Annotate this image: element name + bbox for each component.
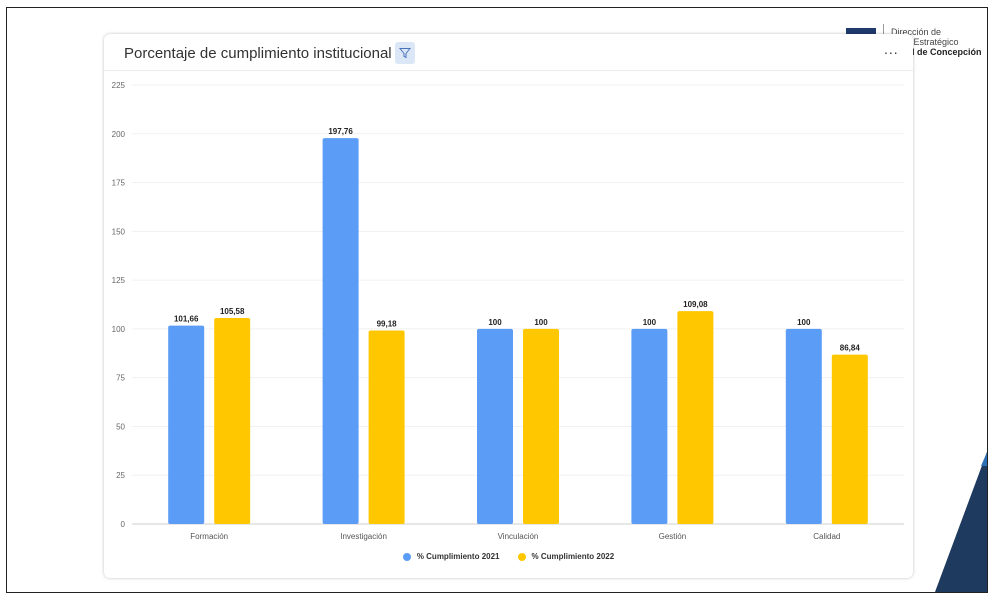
institution-line-2: rrollo Estratégico: [891, 37, 959, 47]
y-tick-label: 125: [112, 276, 126, 285]
institution-text: Dirección de rrollo Estratégico sidad de…: [891, 27, 991, 57]
data-label: 100: [488, 318, 502, 327]
chart-title: Porcentaje de cumplimiento institucional: [124, 45, 392, 62]
bar-2022[interactable]: [677, 311, 714, 524]
y-tick-label: 100: [112, 325, 126, 334]
x-category-label: Formación: [190, 532, 228, 541]
legend-swatch-2021: [402, 552, 411, 561]
bar-2021[interactable]: [322, 138, 359, 525]
y-tick-label: 50: [116, 422, 125, 431]
bar-2021[interactable]: [785, 328, 822, 524]
bar-chart: 0 25 50 75 100 125 150 175 200 225 Formación 101,66…: [112, 81, 904, 541]
x-category-label: Calidad: [813, 532, 840, 541]
filter-button[interactable]: [395, 42, 415, 64]
legend-swatch-2022: [517, 552, 526, 561]
bar-2022[interactable]: [523, 328, 559, 524]
institution-separator: [883, 24, 884, 40]
data-label: 100: [797, 318, 811, 327]
title-divider: [104, 70, 913, 71]
y-tick-label: 175: [112, 179, 126, 188]
data-label: 105,58: [220, 307, 245, 316]
chart-card: Porcentaje de cumplimiento institucional…: [104, 34, 913, 578]
y-tick-label: 150: [112, 227, 126, 236]
y-tick-label: 0: [121, 520, 126, 529]
bar-2021[interactable]: [631, 328, 668, 524]
chart-legend: % Cumplimiento 2021 % Cumplimiento 2022: [104, 552, 913, 561]
legend-item-2022[interactable]: % Cumplimiento 2022: [517, 552, 615, 561]
bar-2021[interactable]: [168, 325, 205, 524]
institution-line-3: sidad de Concepción: [891, 47, 982, 57]
data-label: 109,08: [683, 300, 708, 309]
institution-logo: [846, 28, 876, 35]
more-options-button[interactable]: ...: [884, 41, 899, 57]
data-label: 100: [534, 318, 548, 327]
corner-decoration: [935, 452, 987, 592]
bar-2022[interactable]: [831, 354, 868, 524]
x-category-label: Investigación: [340, 532, 387, 541]
y-tick-label: 25: [116, 471, 125, 480]
x-category-label: Vinculación: [498, 532, 539, 541]
legend-label-2021: % Cumplimiento 2021: [416, 552, 500, 561]
data-label: 99,18: [377, 319, 398, 328]
x-category-label: Gestión: [659, 532, 687, 541]
data-label: 101,66: [174, 315, 199, 324]
institution-line-1: Dirección de: [891, 27, 942, 37]
data-label: 86,84: [840, 344, 861, 353]
data-label: 100: [643, 318, 657, 327]
bar-2022[interactable]: [368, 330, 405, 524]
y-tick-label: 225: [112, 81, 126, 90]
y-tick-label: 75: [116, 374, 125, 383]
legend-item-2021[interactable]: % Cumplimiento 2021: [402, 552, 500, 561]
bar-2021[interactable]: [477, 328, 513, 524]
bar-2022[interactable]: [214, 318, 251, 524]
y-tick-label: 200: [112, 130, 126, 139]
legend-label-2022: % Cumplimiento 2022: [531, 552, 615, 561]
data-label: 197,76: [328, 127, 353, 136]
filter-icon: [399, 48, 411, 59]
